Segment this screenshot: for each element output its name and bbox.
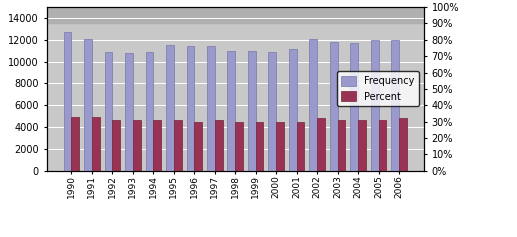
Bar bbox=[248, 51, 256, 171]
Bar bbox=[92, 117, 100, 171]
Bar bbox=[276, 122, 284, 171]
Bar bbox=[104, 52, 112, 171]
Bar bbox=[378, 120, 386, 171]
Bar bbox=[227, 51, 235, 171]
Bar bbox=[174, 120, 181, 171]
Bar bbox=[215, 120, 222, 171]
Bar bbox=[309, 39, 317, 171]
Bar bbox=[351, 43, 358, 171]
Bar bbox=[47, 7, 424, 23]
Bar bbox=[84, 39, 92, 171]
Bar bbox=[71, 117, 79, 171]
Bar bbox=[330, 42, 338, 171]
Bar bbox=[317, 118, 325, 171]
Bar bbox=[64, 32, 71, 171]
Bar bbox=[297, 122, 305, 171]
Bar bbox=[166, 45, 174, 171]
Bar bbox=[391, 40, 399, 171]
Bar bbox=[289, 49, 297, 171]
Bar bbox=[146, 52, 154, 171]
Bar bbox=[256, 122, 264, 171]
Bar bbox=[235, 122, 243, 171]
Bar bbox=[207, 46, 215, 171]
Bar bbox=[154, 120, 161, 171]
Bar bbox=[371, 40, 378, 171]
Bar bbox=[112, 120, 120, 171]
Bar bbox=[133, 120, 141, 171]
Bar bbox=[187, 46, 194, 171]
Bar bbox=[268, 52, 276, 171]
Bar bbox=[358, 120, 366, 171]
Bar bbox=[125, 53, 133, 171]
Bar bbox=[338, 120, 345, 171]
Bar bbox=[399, 118, 407, 171]
Bar bbox=[194, 122, 202, 171]
Legend: Frequency, Percent: Frequency, Percent bbox=[337, 71, 419, 106]
